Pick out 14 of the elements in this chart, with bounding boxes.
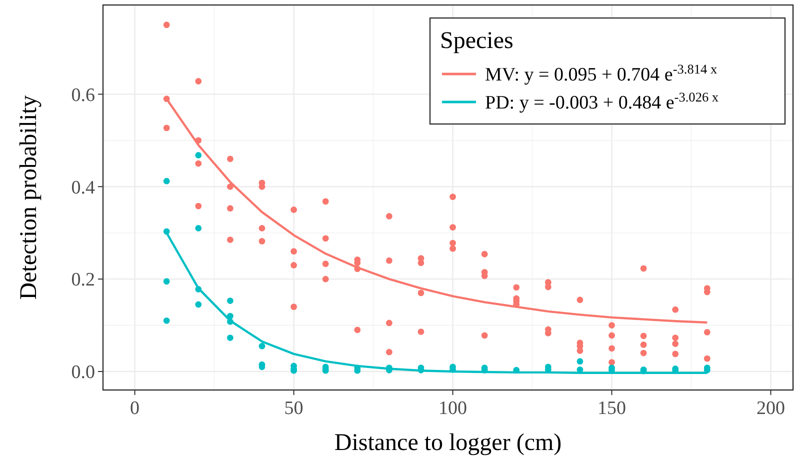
y-tick-label: 0.4 [71,177,96,198]
x-tick-label: 100 [438,398,468,419]
legend-label: MV: y = 0.095 + 0.704 e$^{-3.814 x}$ [485,61,718,86]
y-tick-label: 0.6 [71,84,95,106]
x-tick-label: 50 [284,398,304,419]
x-tick-label: 150 [598,398,626,419]
x-tick-label: 0 [130,398,140,419]
legend-label: PD: y = -0.003 + 0.484 e$^{-3.026 x}$ [485,89,719,114]
y-tick-label: 0.2 [71,270,95,291]
x-tick-label: 200 [756,398,785,419]
y-axis-title: Detection probability [16,95,42,300]
legend-title: Species [440,28,514,54]
x-axis-title: Distance to logger (cm) [334,430,562,456]
y-tick-label: 0.0 [71,362,95,384]
